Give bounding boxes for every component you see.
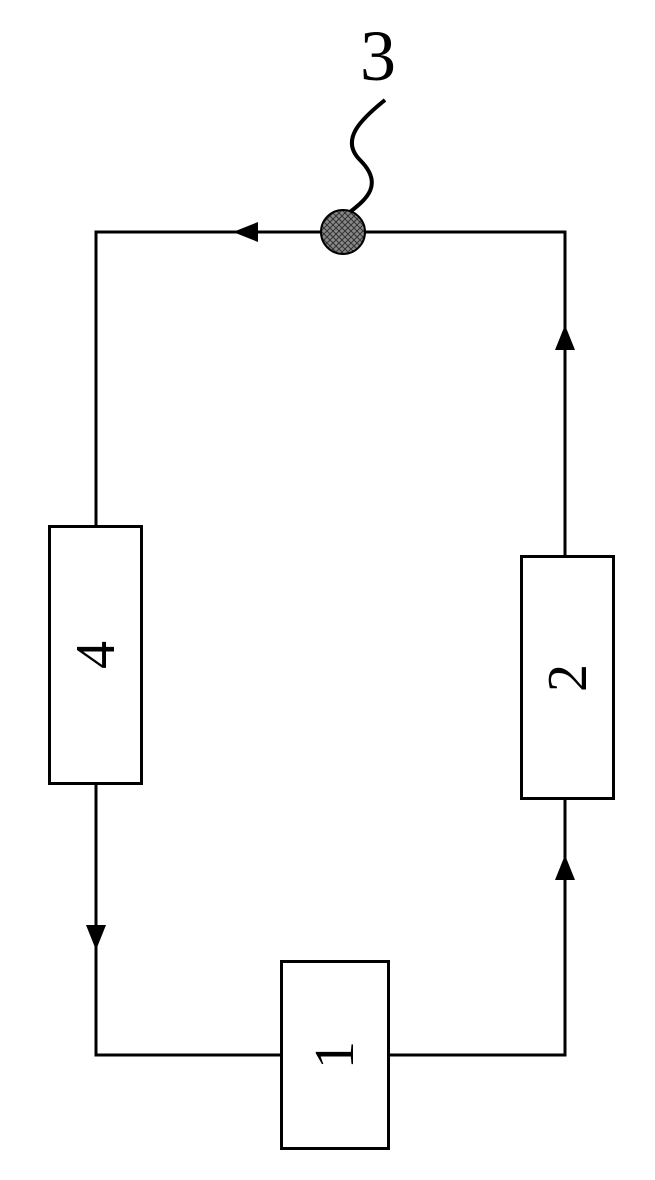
- edge-2-to-3: [365, 232, 565, 555]
- node-2-label: 2: [536, 664, 600, 692]
- arrow-2-to-3: [555, 325, 575, 350]
- node-1-label: 1: [303, 1041, 367, 1069]
- circuit-diagram: 1 2 4 3: [0, 0, 655, 1180]
- edge-4-to-1: [96, 785, 280, 1055]
- edge-3-to-4: [96, 232, 321, 525]
- arrow-4-to-1: [86, 925, 106, 950]
- node-3-circle: [321, 210, 365, 254]
- node-3-label: 3: [360, 15, 396, 98]
- node-2-box: 2: [520, 555, 615, 800]
- node-4-label: 4: [64, 641, 128, 669]
- edge-1-to-2: [390, 800, 565, 1055]
- arrow-1-to-2: [555, 855, 575, 880]
- label3-leader-line: [350, 100, 385, 212]
- arrow-3-to-4: [233, 222, 258, 242]
- node-1-box: 1: [280, 960, 390, 1150]
- node-4-box: 4: [48, 525, 143, 785]
